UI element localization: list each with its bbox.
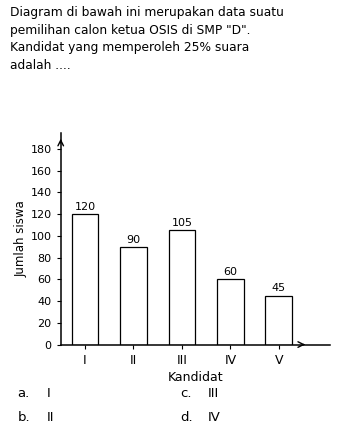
Text: I: I — [47, 387, 51, 400]
Text: a.: a. — [17, 387, 29, 400]
Text: 45: 45 — [272, 283, 286, 294]
X-axis label: Kandidat: Kandidat — [167, 371, 223, 384]
Bar — [169, 230, 195, 345]
Text: IV: IV — [208, 411, 221, 424]
Text: 105: 105 — [171, 218, 192, 228]
Text: 90: 90 — [126, 235, 141, 244]
Text: b.: b. — [17, 411, 30, 424]
Text: Diagram di bawah ini merupakan data suatu
pemilihan calon ketua OSIS di SMP "D".: Diagram di bawah ini merupakan data suat… — [10, 6, 284, 72]
Text: III: III — [208, 387, 219, 400]
Text: 60: 60 — [223, 267, 237, 277]
Text: 120: 120 — [74, 202, 95, 212]
Bar — [120, 247, 147, 345]
Bar — [265, 296, 292, 345]
Text: d.: d. — [180, 411, 193, 424]
Y-axis label: Jumlah siswa: Jumlah siswa — [15, 200, 28, 277]
Text: c.: c. — [180, 387, 192, 400]
Bar — [71, 214, 98, 345]
Text: II: II — [47, 411, 54, 424]
Bar — [217, 279, 244, 345]
